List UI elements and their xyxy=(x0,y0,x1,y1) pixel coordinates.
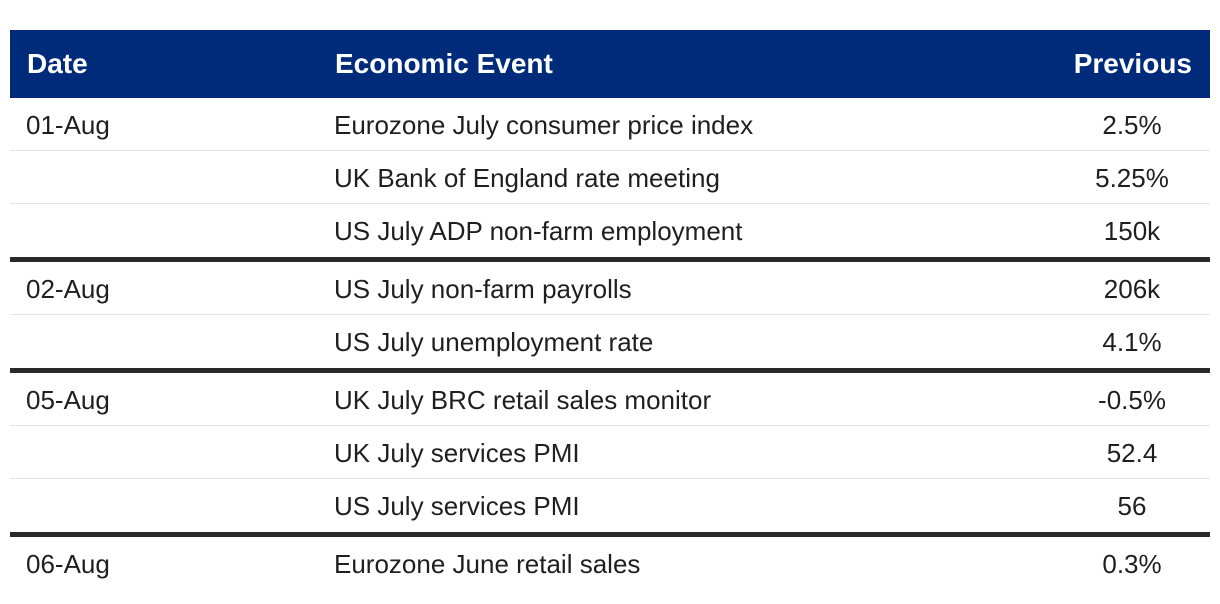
row-date: 05-Aug xyxy=(26,385,110,415)
row-event: US July services PMI xyxy=(334,491,580,521)
row-previous: 0.3% xyxy=(1102,549,1162,579)
row-event: UK July BRC retail sales monitor xyxy=(334,385,712,415)
header-economic-event: Economic Event xyxy=(335,48,553,79)
row-event: UK Bank of England rate meeting xyxy=(334,163,720,193)
row-event: UK July services PMI xyxy=(334,438,580,468)
table-row: 06-Aug Eurozone June retail sales 0.3% xyxy=(10,537,1210,590)
table-row: UK Bank of England rate meeting 5.25% xyxy=(10,151,1210,204)
row-previous: 52.4 xyxy=(1106,438,1158,468)
table-row: US July services PMI 56 xyxy=(10,479,1210,532)
row-event: US July non-farm payrolls xyxy=(334,274,632,304)
row-previous: 5.25% xyxy=(1095,163,1169,193)
row-event: Eurozone June retail sales xyxy=(334,549,641,579)
table-header: Date Economic Event Previous xyxy=(10,30,1210,98)
row-event: US July unemployment rate xyxy=(334,327,654,357)
table-row: 02-Aug US July non-farm payrolls 206k xyxy=(10,262,1210,315)
row-date: 02-Aug xyxy=(26,274,110,304)
row-previous: 2.5% xyxy=(1102,110,1162,140)
row-previous: 206k xyxy=(1103,274,1161,304)
row-date: 06-Aug xyxy=(26,549,110,579)
row-previous: 150k xyxy=(1103,216,1161,246)
table-row: US July ADP non-farm employment 150k xyxy=(10,204,1210,257)
header-date: Date xyxy=(27,48,88,79)
date-group: 01-Aug Eurozone July consumer price inde… xyxy=(10,98,1210,262)
row-event: US July ADP non-farm employment xyxy=(334,216,743,246)
header-previous: Previous xyxy=(1073,48,1192,79)
table-row: 01-Aug Eurozone July consumer price inde… xyxy=(10,98,1210,151)
row-previous: 56 xyxy=(1117,491,1147,521)
row-previous: -0.5% xyxy=(1098,385,1166,415)
table-row: US July unemployment rate 4.1% xyxy=(10,315,1210,368)
date-group: 02-Aug US July non-farm payrolls 206k US… xyxy=(10,262,1210,373)
row-previous: 4.1% xyxy=(1102,327,1162,357)
economic-calendar-table: Date Economic Event Previous 01-Aug Euro… xyxy=(10,30,1210,590)
row-date: 01-Aug xyxy=(26,110,110,140)
date-group: 06-Aug Eurozone June retail sales 0.3% xyxy=(10,537,1210,590)
date-group: 05-Aug UK July BRC retail sales monitor … xyxy=(10,373,1210,537)
table-row: UK July services PMI 52.4 xyxy=(10,426,1210,479)
row-event: Eurozone July consumer price index xyxy=(334,110,754,140)
table-row: 05-Aug UK July BRC retail sales monitor … xyxy=(10,373,1210,426)
